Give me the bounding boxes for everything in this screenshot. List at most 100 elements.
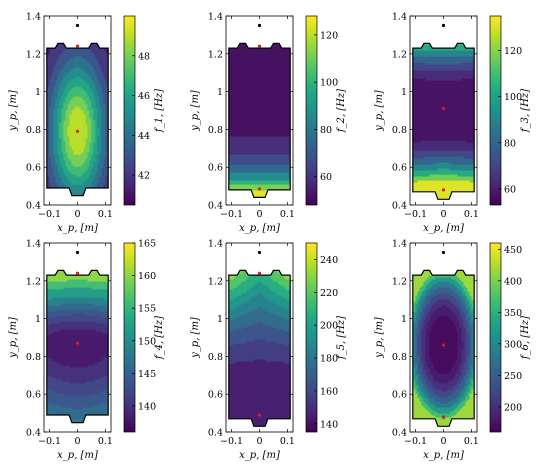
x-tick-label: 0 <box>74 209 80 220</box>
plate-outline <box>46 42 109 197</box>
x-axis-label: x_p, [m] <box>239 450 280 461</box>
y-tick-label: 0.4 <box>26 201 41 212</box>
x-tick-label: −0.1 <box>404 209 427 220</box>
colorbar-tick-label: 160 <box>138 271 156 282</box>
x-tick-label: 0.1 <box>464 436 479 447</box>
colorbar-tick-label: 145 <box>138 369 156 380</box>
y-tick-label: 1.2 <box>208 276 223 287</box>
y-tick-label: 1.2 <box>26 276 41 287</box>
y-tick-label: 1.2 <box>208 49 223 60</box>
y-tick-label: 1 <box>401 314 407 325</box>
y-tick-label: 1.4 <box>26 239 41 250</box>
contour-field <box>228 43 291 198</box>
red-marker <box>441 107 446 111</box>
red-marker <box>257 413 262 417</box>
y-axis-label: y_p, [m] <box>190 90 201 132</box>
x-tick-label: 0.1 <box>98 209 113 220</box>
colorbar-tick-label: 140 <box>138 401 156 412</box>
y-tick-label: 0.6 <box>208 163 223 174</box>
y-tick-label: 1 <box>217 87 223 98</box>
colorbar-tick-label: 155 <box>138 304 156 315</box>
y-tick-label: 1.4 <box>26 12 41 23</box>
plate-outline <box>412 42 475 200</box>
x-axis-label: x_p, [m] <box>239 223 280 234</box>
colorbar-tick-label: 42 <box>138 171 150 182</box>
x-tick-label: 0 <box>256 436 262 447</box>
colorbar-tick-label: 160 <box>320 386 338 397</box>
red-marker <box>441 188 446 192</box>
y-tick-label: 0.4 <box>208 201 223 212</box>
colorbar-tick-label: 60 <box>504 184 516 195</box>
x-tick-label: 0 <box>256 209 262 220</box>
black-marker <box>441 23 446 28</box>
colorbar-tick-label: 200 <box>320 321 338 332</box>
x-tick-label: −0.1 <box>220 436 243 447</box>
black-marker <box>441 250 446 255</box>
y-axis-label: y_p, [m] <box>8 90 19 132</box>
colorbar-tick-label: 240 <box>320 255 338 266</box>
colorbar-tick-label: 350 <box>504 308 522 319</box>
y-tick-label: 0.4 <box>392 428 407 439</box>
x-tick-label: −0.1 <box>404 436 427 447</box>
x-axis-label: x_p, [m] <box>423 450 464 461</box>
contour-field <box>412 270 475 427</box>
colorbar-label: f_1, [Hz] <box>154 89 165 133</box>
colorbar: 60 80 100 120 f_3, [Hz] <box>489 15 531 206</box>
x-tick-label: 0 <box>440 209 446 220</box>
colorbar-label: f_3, [Hz] <box>520 89 531 133</box>
subplot-2: −0.1 0 0.1 0.4 0.6 0.8 1 1.2 1.4 x_p, [m] y_p, [m]… <box>190 12 347 235</box>
x-tick-label: 0.1 <box>280 209 295 220</box>
colorbar-tick-label: 450 <box>504 245 522 256</box>
y-tick-label: 1.2 <box>26 49 41 60</box>
y-tick-label: 0.6 <box>208 390 223 401</box>
y-tick-label: 0.8 <box>392 125 407 136</box>
subplot-4: −0.1 0 0.1 0.4 0.6 0.8 1 1.2 1.4 x_p, [m] y_p, [m]… <box>8 239 165 462</box>
colorbar-tick-label: 60 <box>320 172 332 183</box>
colorbar-tick-label: 46 <box>138 91 150 102</box>
plate-outline <box>228 42 291 198</box>
y-tick-label: 0.8 <box>392 352 407 363</box>
black-marker <box>257 23 262 28</box>
plate-outline <box>46 269 109 424</box>
y-tick-label: 1.4 <box>208 239 223 250</box>
red-marker <box>75 271 80 275</box>
colorbar-tick-label: 120 <box>320 30 338 41</box>
y-tick-label: 0.6 <box>392 390 407 401</box>
y-tick-label: 0.8 <box>208 352 223 363</box>
colorbar-tick-label: 250 <box>504 371 522 382</box>
colorbar-tick-label: 80 <box>320 125 332 136</box>
y-tick-label: 0.6 <box>26 390 41 401</box>
subplot-1: −0.1 0 0.1 0.4 0.6 0.8 1 1.2 1.4 x_p, [m] y_p, [m]… <box>8 12 165 235</box>
contour-field <box>412 43 475 200</box>
x-tick-label: −0.1 <box>38 436 61 447</box>
y-axis-label: y_p, [m] <box>374 317 385 359</box>
red-marker <box>441 343 446 347</box>
y-tick-label: 1.2 <box>392 49 407 60</box>
red-marker <box>257 271 262 275</box>
colorbar-tick-label: 80 <box>504 138 516 149</box>
y-tick-label: 1 <box>35 314 41 325</box>
y-tick-label: 0.4 <box>392 201 407 212</box>
y-tick-label: 0.6 <box>26 163 41 174</box>
x-tick-label: 0.1 <box>98 436 113 447</box>
subplot-6: −0.1 0 0.1 0.4 0.6 0.8 1 1.2 1.4 x_p, [m] y_p, [m]… <box>374 239 531 462</box>
red-marker <box>75 129 80 133</box>
colorbar: 60 80 100 120 f_2, [Hz] <box>305 15 347 206</box>
x-axis-label: x_p, [m] <box>57 450 98 461</box>
x-axis-label: x_p, [m] <box>423 223 464 234</box>
y-tick-label: 1 <box>401 87 407 98</box>
y-tick-label: 0.4 <box>208 428 223 439</box>
colorbar-tick-label: 165 <box>138 239 156 250</box>
x-tick-label: 0 <box>74 436 80 447</box>
colorbar-label: f_5, [Hz] <box>336 316 347 360</box>
red-marker <box>75 44 80 48</box>
colorbar-tick-label: 44 <box>138 131 150 142</box>
colorbar: 42 44 46 48 f_1, [Hz] <box>123 15 165 206</box>
y-tick-label: 0.8 <box>26 352 41 363</box>
black-marker <box>75 23 80 28</box>
x-tick-label: −0.1 <box>38 209 61 220</box>
x-tick-label: 0.1 <box>280 436 295 447</box>
colorbar: 200 250 300 350 400 450 f_6, [Hz] <box>489 242 531 433</box>
red-marker <box>75 341 80 345</box>
colorbar-tick-label: 300 <box>504 339 522 350</box>
